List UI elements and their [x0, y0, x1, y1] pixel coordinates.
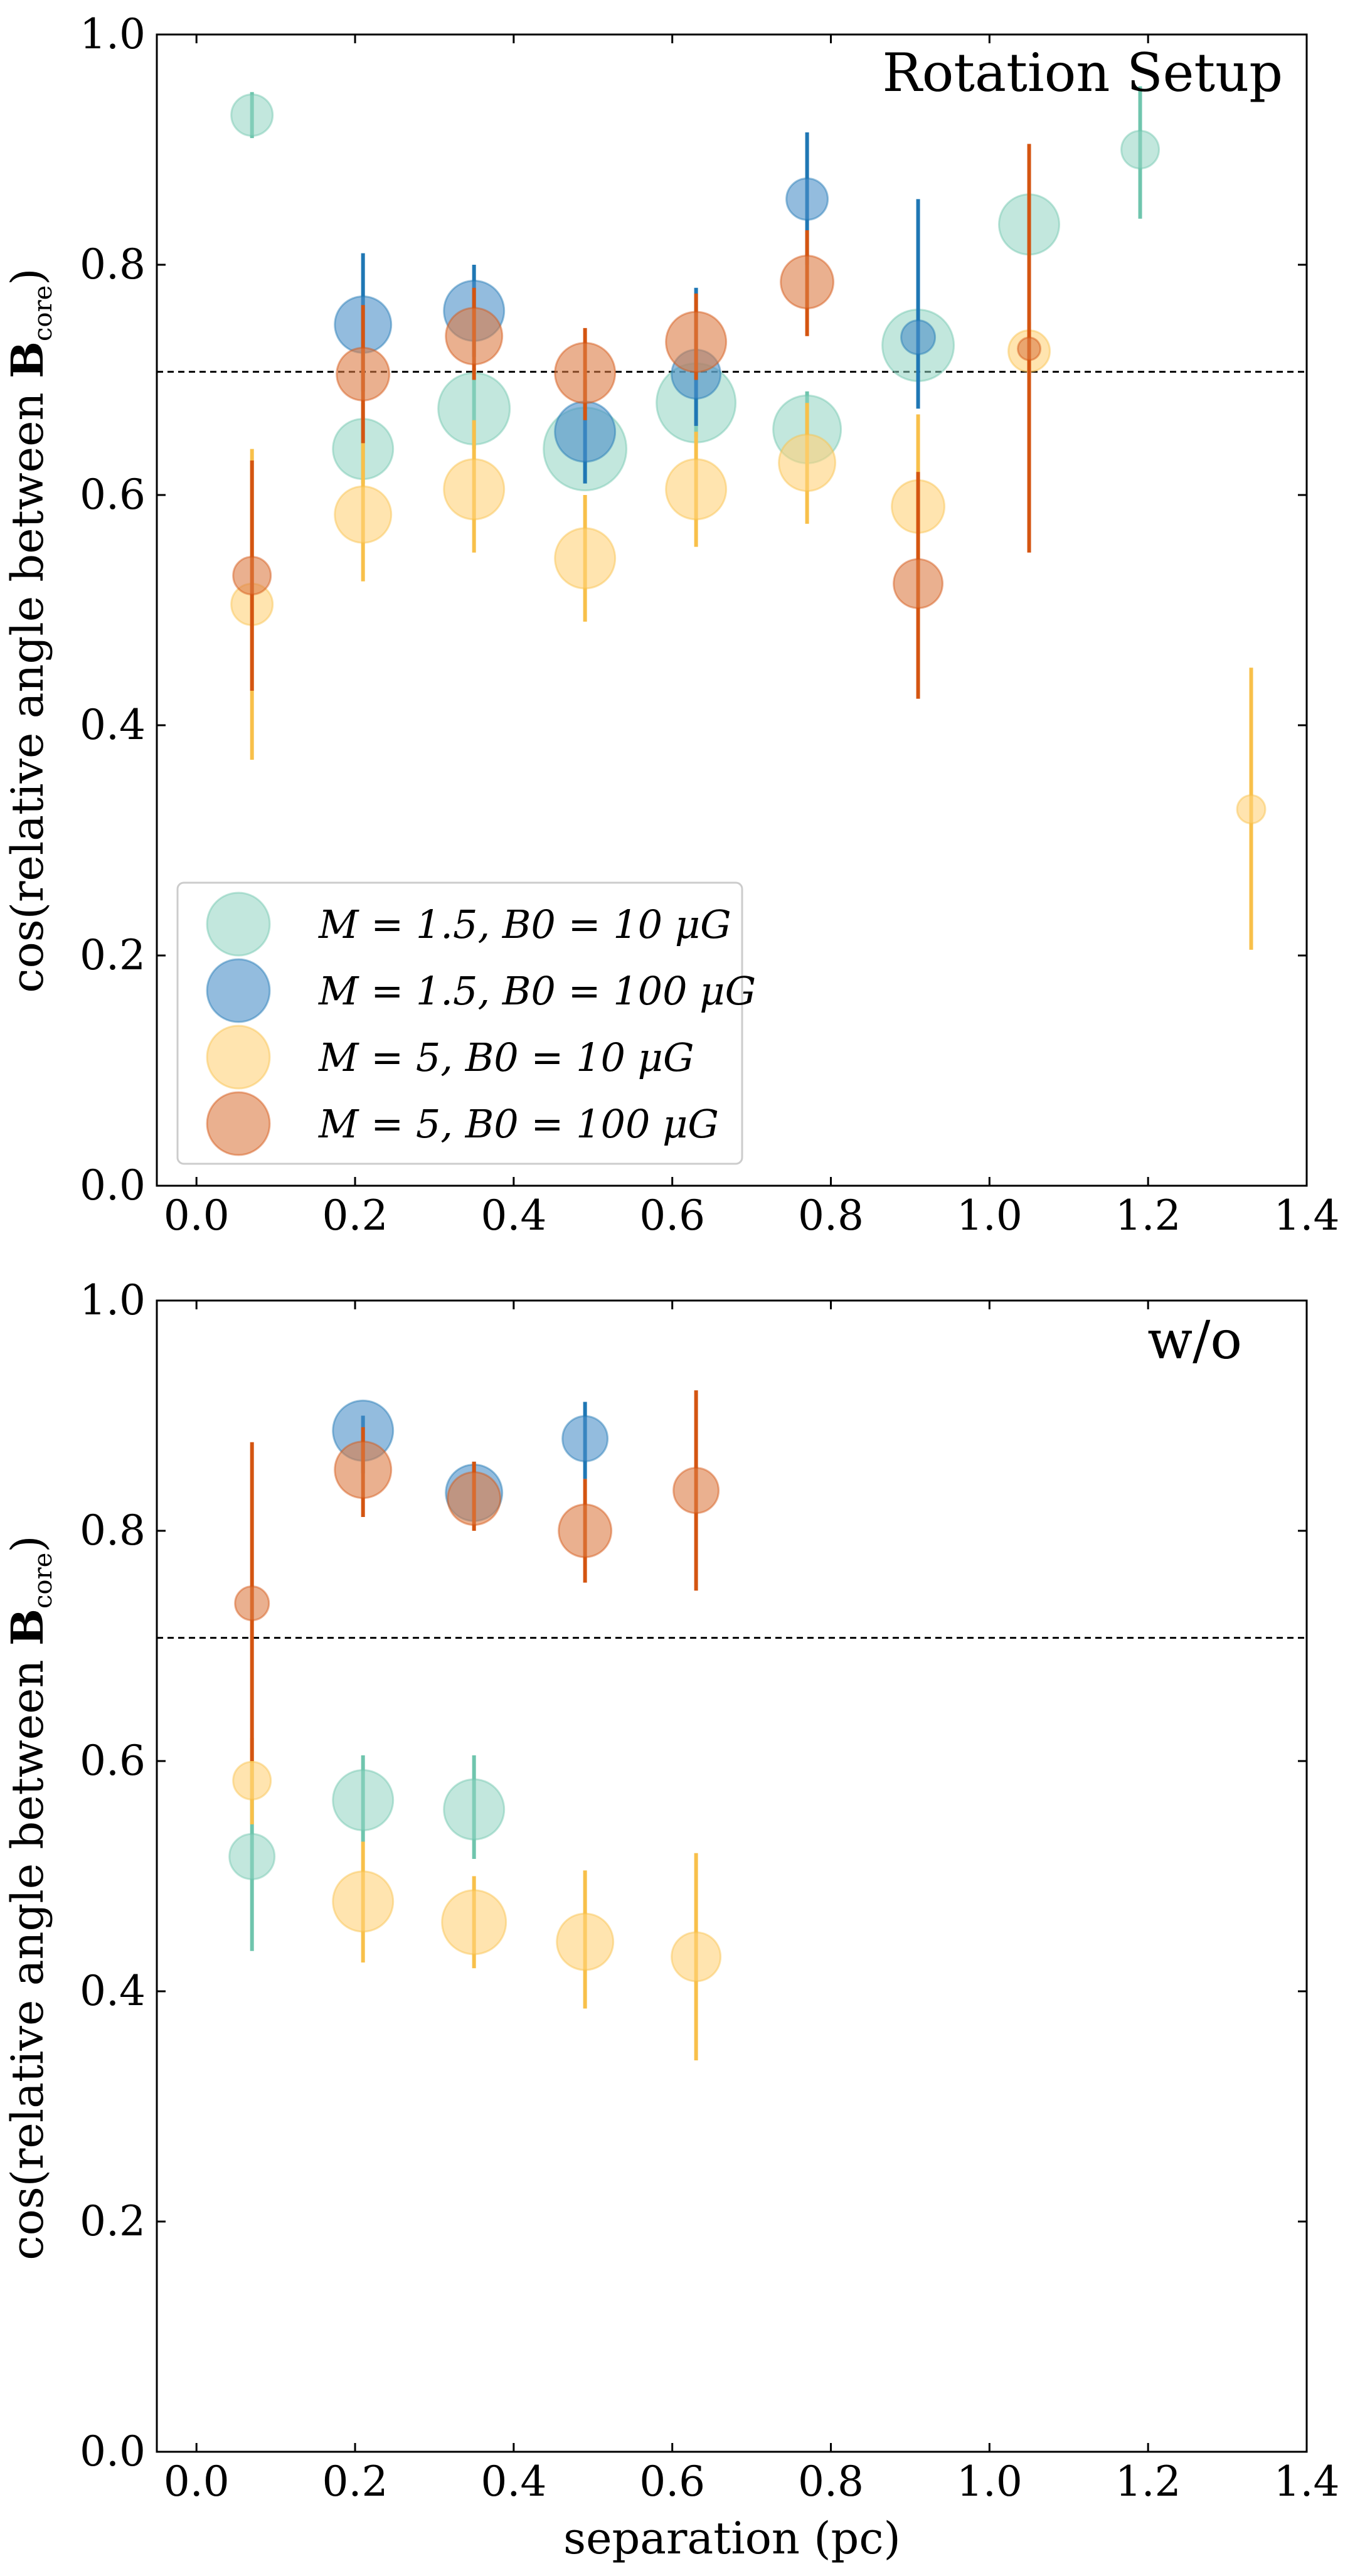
y-tick-label: 0.8 — [80, 240, 146, 289]
data-point — [785, 177, 829, 221]
data-point — [1017, 336, 1042, 361]
data-point — [561, 1415, 609, 1462]
x-tick-label: 1.2 — [1115, 2457, 1181, 2506]
legend-label: M = 1.5, B0 = 100 μG — [318, 968, 756, 1014]
x-tick-label: 0.8 — [798, 1191, 864, 1240]
data-point — [230, 93, 274, 137]
x-tick-label: 1.4 — [1274, 2457, 1340, 2506]
y-tick-label: 0.6 — [80, 471, 146, 519]
x-tick-label: 0.2 — [322, 2457, 388, 2506]
data-point — [780, 255, 835, 310]
data-point — [332, 1769, 395, 1831]
legend-box — [176, 881, 743, 1165]
data-point — [1120, 130, 1161, 169]
data-point — [334, 1440, 393, 1499]
data-point — [672, 1467, 720, 1514]
y-tick-label: 1.0 — [80, 1276, 146, 1324]
top-panel-ylabel: cos(relative angle between Bcore) — [1, 268, 58, 993]
plot-frame — [156, 33, 1308, 1187]
bottom-panel: 0.0 0.2 0.4 0.6 0.8 1.0 1.2 1.4 0.0 0.2 0.4 0.6 0.8 1… — [1, 1276, 1339, 2564]
data-point — [893, 558, 944, 609]
top-panel-title: Rotation Setup — [882, 42, 1283, 104]
x-tick-label: 0.4 — [481, 1191, 546, 1240]
legend-marker — [206, 891, 271, 957]
x-axis-label: separation (pc) — [563, 2513, 901, 2564]
y-tick-label: 0.2 — [80, 931, 146, 979]
data-point — [558, 1503, 613, 1558]
x-tick-label: 0.2 — [322, 1191, 388, 1240]
legend-label: M = 5, B0 = 100 μG — [318, 1101, 719, 1147]
legend-marker — [206, 1091, 271, 1156]
x-tick-label: 1.4 — [1274, 1191, 1340, 1240]
legend-label: M = 1.5, B0 = 10 μG — [318, 902, 731, 947]
x-tick-label: 0.4 — [481, 2457, 546, 2506]
y-tick-label: 0.0 — [80, 2427, 146, 2476]
y-tick-label: 0.2 — [80, 2197, 146, 2245]
data-point — [778, 434, 837, 492]
data-point — [900, 319, 937, 356]
data-point — [554, 527, 617, 590]
data-point — [665, 458, 728, 521]
data-point — [334, 485, 393, 544]
data-point — [228, 1833, 276, 1880]
y-tick-label: 0.0 — [80, 1161, 146, 1210]
y-tick-label: 0.6 — [80, 1737, 146, 1785]
data-point — [332, 1870, 395, 1933]
x-tick-label: 0.6 — [639, 2457, 705, 2506]
data-point — [443, 458, 506, 521]
x-tick-label: 0.8 — [798, 2457, 864, 2506]
data-point — [234, 1585, 270, 1622]
data-point — [441, 1889, 507, 1956]
bottom-panel-ylabel: cos(relative angle between Bcore) — [1, 1535, 58, 2260]
top-panel-ticks: 0.0 0.2 0.4 0.6 0.8 1.0 1.2 1.4 0.0 0.2 0.4 0.6 0.8 1… — [80, 10, 1339, 1240]
data-point — [1236, 794, 1267, 824]
bottom-panel-ticks: 0.0 0.2 0.4 0.6 0.8 1.0 1.2 1.4 0.0 0.2 0.4 0.6 0.8 1… — [80, 1276, 1339, 2506]
data-point — [665, 311, 728, 373]
x-tick-label: 1.0 — [957, 2457, 1023, 2506]
top-panel-marks — [157, 86, 1307, 950]
legend: M = 1.5, B0 = 10 μG M = 1.5, B0 = 100 μG M… — [176, 881, 756, 1165]
x-tick-label: 1.0 — [957, 1191, 1023, 1240]
x-tick-label: 0.6 — [639, 1191, 705, 1240]
data-point — [445, 307, 504, 366]
x-tick-label: 0.0 — [164, 1191, 230, 1240]
x-tick-label: 0.0 — [164, 2457, 230, 2506]
legend-marker — [206, 1025, 271, 1090]
plot-frame — [156, 1299, 1308, 2453]
data-point — [447, 1471, 502, 1526]
x-tick-label: 1.2 — [1115, 1191, 1181, 1240]
data-point — [556, 1912, 615, 1971]
y-tick-label: 0.4 — [80, 1967, 146, 2015]
data-point — [336, 346, 391, 402]
y-tick-label: 0.8 — [80, 1506, 146, 1555]
legend-marker — [206, 958, 271, 1023]
y-tick-label: 1.0 — [80, 10, 146, 58]
bottom-panel-title: w/o — [1147, 1309, 1242, 1371]
data-point — [554, 341, 617, 404]
data-point — [232, 555, 272, 595]
y-tick-label: 0.4 — [80, 701, 146, 749]
data-point — [671, 1931, 722, 1983]
bottom-panel-marks — [157, 1390, 1307, 2061]
top-panel: 0.0 0.2 0.4 0.6 0.8 1.0 1.2 1.4 0.0 0.2 0.4 0.6 0.8 1… — [1, 10, 1339, 1240]
data-point — [443, 1778, 506, 1841]
data-point — [232, 1760, 272, 1801]
legend-label: M = 5, B0 = 10 μG — [318, 1035, 694, 1080]
